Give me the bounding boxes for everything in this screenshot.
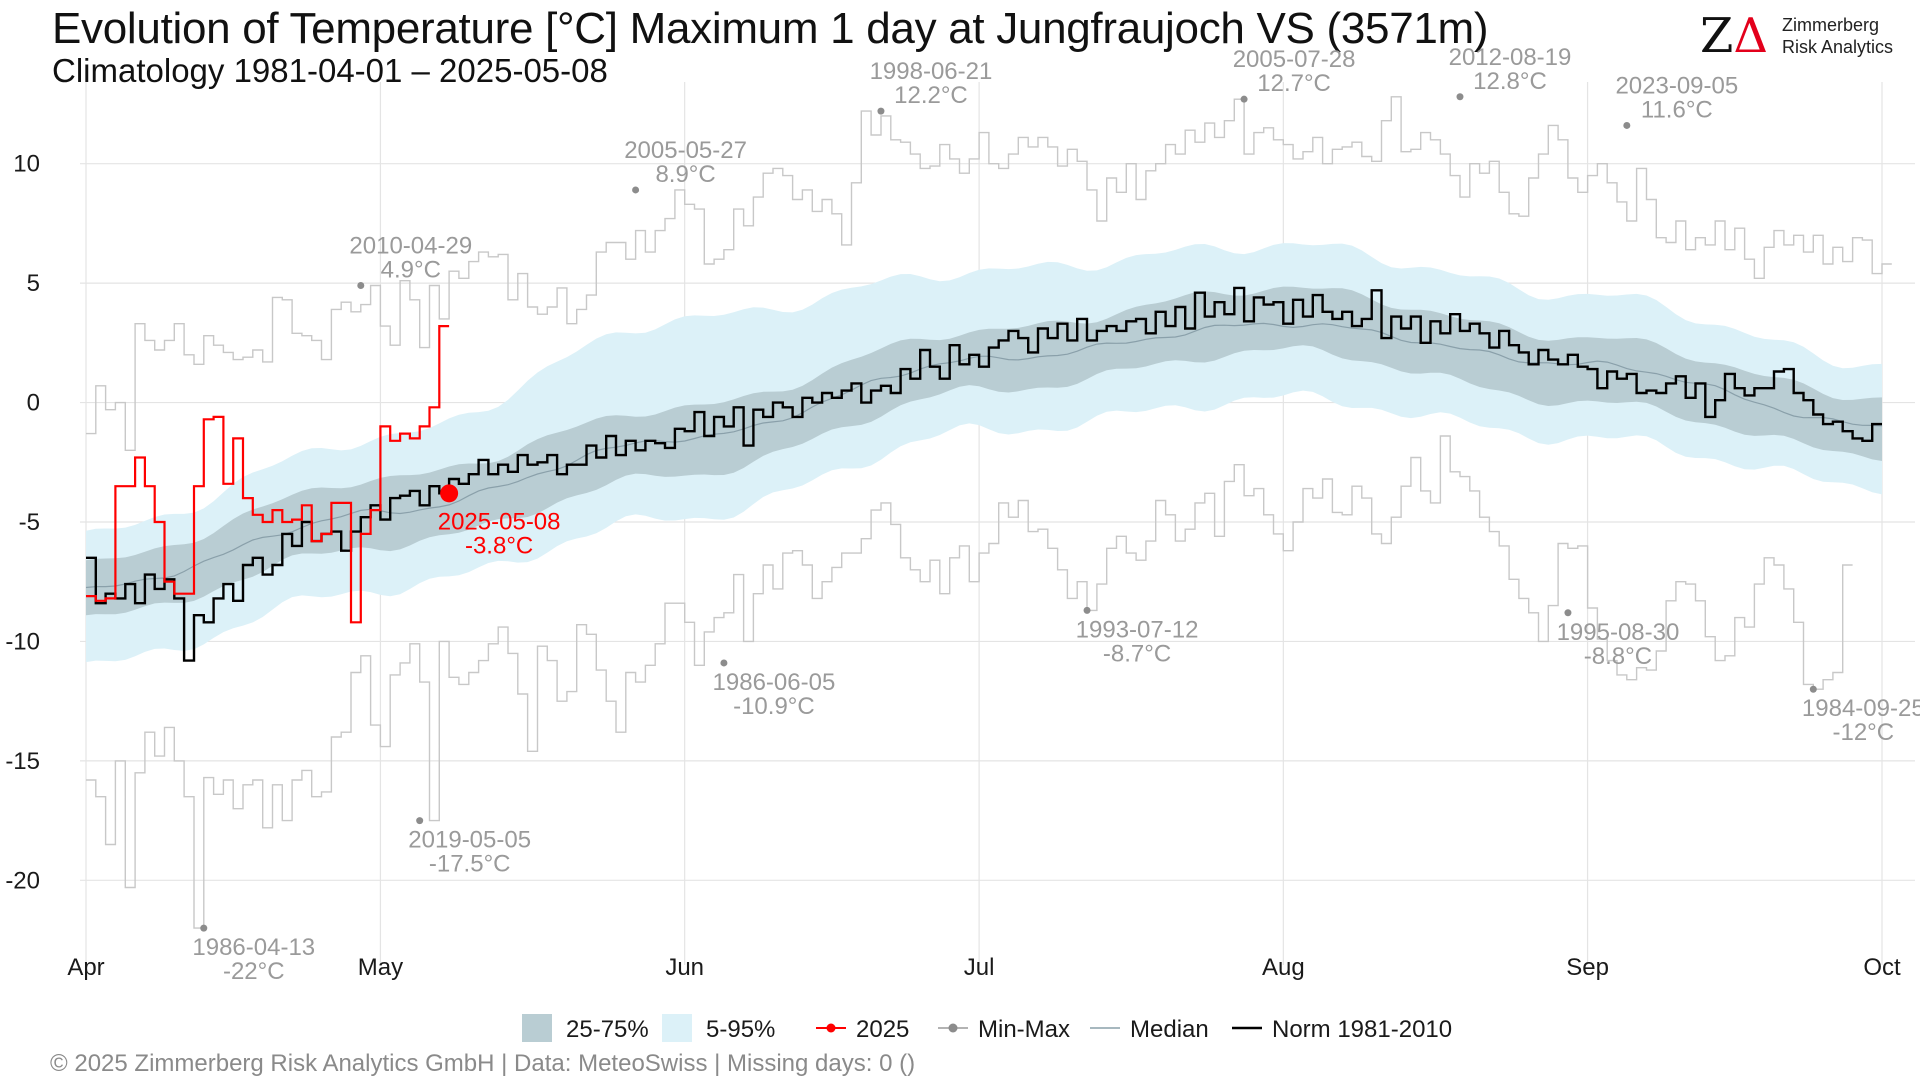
min-record-date: 1986-04-13: [192, 934, 315, 961]
x-tick-label: Apr: [67, 954, 104, 981]
y-tick-label: -5: [19, 509, 40, 536]
min-record-point: [1809, 685, 1817, 693]
logo-line-2: Risk Analytics: [1782, 37, 1894, 57]
chart-title: Evolution of Temperature [°C] Maximum 1 …: [52, 4, 1489, 53]
min-record-point: [1564, 609, 1572, 617]
max-record-point: [1456, 93, 1464, 101]
x-tick-label: Oct: [1863, 954, 1901, 981]
legend-item-norm: Norm 1981-2010: [1232, 1016, 1452, 1043]
legend-item-band-25-75: 25-75%: [522, 1014, 649, 1043]
max-record-date: 2010-04-29: [349, 233, 472, 260]
series-2025-date-label: 2025-05-08: [438, 508, 561, 535]
data-lines: 2025-05-08-3.8°C: [85, 286, 1883, 662]
temperature-chart: 2025-05-08-3.8°C 2010-04-294.9°C 2005-05-…: [5, 44, 1920, 1043]
max-record-point: [1240, 95, 1248, 103]
max-record-date: 2005-07-28: [1233, 46, 1356, 73]
chart-subtitle: Climatology 1981-04-01 – 2025-05-08: [52, 52, 608, 89]
x-tick-label: Jul: [964, 954, 995, 981]
series-2025-latest-point: [440, 484, 459, 503]
min-record-value: -17.5°C: [429, 851, 511, 878]
legend: 25-75% 5-95% 2025 Min-Max Median Norm 1981-20…: [522, 1014, 1452, 1043]
legend-label: Median: [1130, 1016, 1209, 1043]
x-tick-label: Aug: [1262, 954, 1305, 981]
max-record-date: 2012-08-19: [1449, 44, 1572, 71]
min-record-value: -12°C: [1832, 719, 1894, 746]
legend-swatch-dot: [826, 1023, 836, 1033]
max-record-line: [86, 96, 1892, 451]
legend-swatch: [662, 1014, 692, 1042]
min-record-point: [1083, 606, 1091, 614]
max-record-value: 8.9°C: [655, 161, 715, 188]
y-tick-label: 5: [27, 270, 40, 297]
max-record-value: 4.9°C: [381, 257, 441, 284]
min-record-point: [720, 659, 728, 667]
y-tick-label: 0: [27, 390, 40, 417]
series-2025-line: [86, 325, 450, 624]
x-tick-label: May: [358, 954, 403, 981]
max-record-date: 1998-06-21: [870, 58, 993, 85]
min-record-value: -10.9°C: [733, 693, 815, 720]
min-record-value: -8.8°C: [1584, 643, 1652, 670]
min-record-date: 1995-08-30: [1557, 619, 1680, 646]
record-annotations: 2010-04-294.9°C 2005-05-278.9°C 1998-06-21…: [192, 44, 1920, 985]
legend-label: 2025: [856, 1016, 909, 1043]
min-record-point: [200, 924, 208, 932]
median-line: [85, 322, 1883, 589]
min-max-lines: [86, 96, 1892, 929]
min-record-value: -8.7°C: [1103, 640, 1171, 667]
max-record-point: [1623, 121, 1631, 129]
max-record-value: 12.2°C: [894, 82, 968, 109]
legend-label: Min-Max: [978, 1016, 1070, 1043]
y-tick-label: -10: [5, 628, 40, 655]
min-record-line: [86, 435, 1853, 929]
min-record-date: 1986-06-05: [713, 669, 836, 696]
series-2025-value-label: -3.8°C: [465, 532, 533, 559]
legend-item-band-5-95: 5-95%: [662, 1014, 775, 1043]
max-record-point: [877, 107, 885, 115]
legend-item-current-year: 2025: [816, 1016, 909, 1043]
axes-labels: -20 -15 -10 -5 0 5 10 Apr May Jun Jul Aug Sep Oct: [5, 151, 1901, 981]
x-tick-label: Sep: [1566, 954, 1609, 981]
legend-item-median: Median: [1090, 1016, 1209, 1043]
legend-label: 25-75%: [566, 1016, 649, 1043]
legend-label: 5-95%: [706, 1016, 775, 1043]
min-record-date: 1993-07-12: [1076, 616, 1199, 643]
max-record-date: 2023-09-05: [1615, 72, 1738, 99]
max-record-date: 2005-05-27: [624, 137, 747, 164]
percentile-bands: [86, 243, 1882, 663]
max-record-point: [632, 186, 640, 194]
logo-line-1: Zimmerberg: [1782, 15, 1880, 35]
footer-credit: © 2025 Zimmerberg Risk Analytics GmbH | …: [50, 1050, 916, 1077]
logo-mark: ZΔ: [1700, 8, 1769, 64]
y-tick-label: -20: [5, 867, 40, 894]
legend-item-min-max: Min-Max: [938, 1016, 1070, 1043]
logo-text: Zimmerberg Risk Analytics: [1782, 14, 1893, 58]
min-record-value: -22°C: [223, 958, 285, 985]
y-tick-label: -15: [5, 748, 40, 775]
max-record-point: [357, 282, 365, 289]
min-record-point: [416, 817, 424, 825]
company-logo: ZΔ Zimmerberg Risk Analytics: [1700, 8, 1900, 64]
max-record-value: 12.8°C: [1473, 68, 1547, 95]
x-tick-label: Jun: [665, 954, 704, 981]
min-record-date: 2019-05-05: [408, 827, 531, 854]
norm-1981-2010-line: [86, 286, 1882, 662]
max-record-value: 11.6°C: [1641, 96, 1713, 123]
min-record-date: 1984-09-25: [1802, 695, 1920, 722]
legend-swatch-dot: [948, 1023, 958, 1033]
band-5-95: [86, 243, 1882, 663]
legend-label: Norm 1981-2010: [1272, 1016, 1452, 1043]
y-tick-label: 10: [13, 151, 40, 178]
band-25-75: [86, 286, 1882, 616]
legend-swatch: [522, 1014, 552, 1042]
max-record-value: 12.7°C: [1257, 70, 1331, 97]
